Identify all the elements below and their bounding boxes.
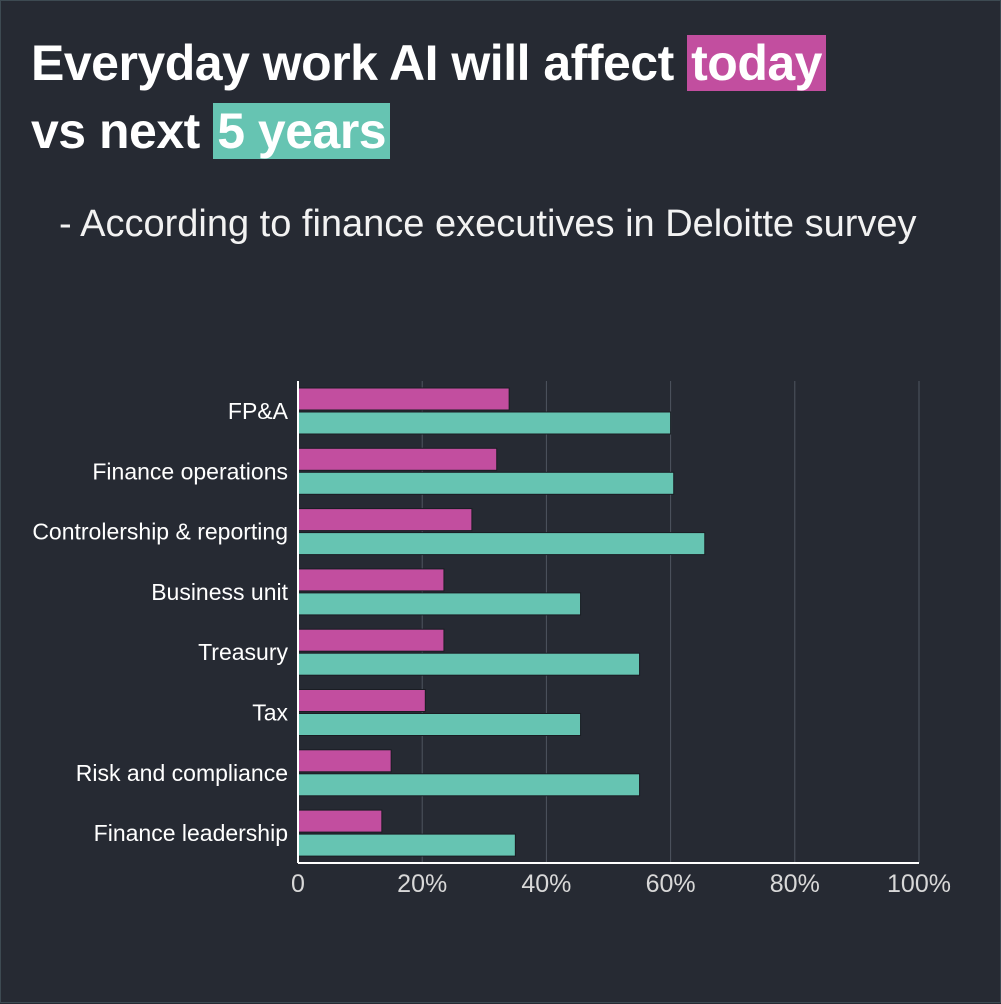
bar-next-5-years xyxy=(297,592,582,616)
x-tick-label: 40% xyxy=(521,870,571,898)
chart-title: Everyday work AI will affect today vs nex… xyxy=(31,29,826,165)
x-tick-label: 20% xyxy=(397,870,447,898)
bar-next-5-years xyxy=(297,833,516,857)
category-label: Risk and compliance xyxy=(76,760,288,786)
title-middle: vs next xyxy=(31,103,214,159)
bar-next-5-years xyxy=(297,532,706,556)
category-label: Controlership & reporting xyxy=(32,519,288,545)
category-label: Finance operations xyxy=(92,458,288,484)
x-tick-label: 60% xyxy=(646,870,696,898)
bar-next-5-years xyxy=(297,713,582,736)
bar-today xyxy=(297,387,510,411)
bar-next-5-years xyxy=(297,773,641,797)
bar-next-5-years xyxy=(297,652,641,676)
bar-next-5-years xyxy=(297,471,675,495)
bar-today xyxy=(297,447,498,471)
x-tick-label: 100% xyxy=(887,870,951,898)
bar-today xyxy=(297,749,392,773)
title-prefix: Everyday work AI will affect xyxy=(31,35,688,91)
chart-subtitle: - According to finance executives in Del… xyxy=(59,203,917,245)
category-label: Finance leadership xyxy=(94,820,288,846)
category-label: Business unit xyxy=(151,579,288,605)
category-label: Tax xyxy=(252,700,288,726)
bar-today xyxy=(297,689,426,712)
category-label: FP&A xyxy=(228,398,289,424)
bar-today xyxy=(297,508,473,532)
bar-today xyxy=(297,568,445,592)
bar-today xyxy=(297,628,445,652)
title-highlight-today: today xyxy=(687,35,826,91)
title-highlight-5-years: 5 years xyxy=(213,103,391,159)
x-tick-label: 0 xyxy=(291,870,305,898)
category-label: Treasury xyxy=(198,639,288,665)
x-tick-label: 80% xyxy=(770,870,820,898)
bar-next-5-years xyxy=(297,411,672,435)
bar-today xyxy=(297,809,383,833)
